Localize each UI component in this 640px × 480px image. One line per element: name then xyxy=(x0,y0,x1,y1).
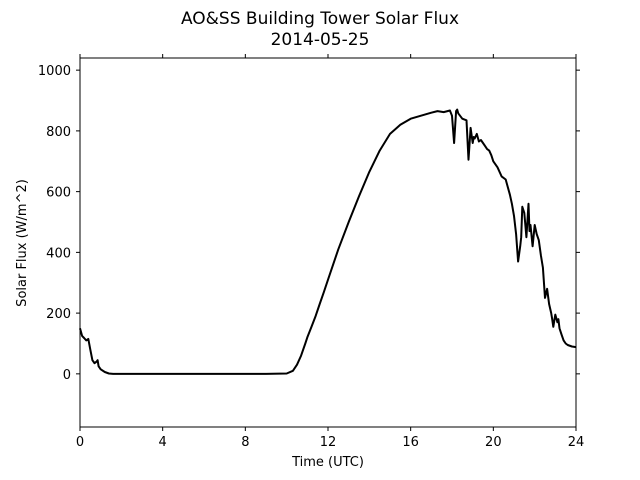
x-tick-label: 12 xyxy=(320,435,337,450)
y-tick-label: 400 xyxy=(46,246,71,261)
plot-area xyxy=(79,57,577,428)
x-tick-label: 8 xyxy=(241,435,249,450)
y-tick-label: 800 xyxy=(46,125,71,140)
chart-subtitle: 2014-05-25 xyxy=(271,30,370,50)
axis-ticks: 0 4 8 12 16 20 24 0 200 400 600 800 1000 xyxy=(38,54,584,450)
chart-title: AO&SS Building Tower Solar Flux xyxy=(181,9,459,29)
x-tick-label: 24 xyxy=(568,435,585,450)
y-tick-label: 600 xyxy=(46,186,71,201)
x-tick-label: 0 xyxy=(76,435,84,450)
y-tick-label: 1000 xyxy=(38,64,71,79)
x-tick-label: 20 xyxy=(485,435,502,450)
y-tick-label: 200 xyxy=(46,307,71,322)
y-axis-label: Solar Flux (W/m^2) xyxy=(15,179,30,307)
x-tick-label: 4 xyxy=(159,435,167,450)
x-axis-label: Time (UTC) xyxy=(291,455,364,470)
y-tick-label: 0 xyxy=(63,368,71,383)
series-line xyxy=(79,108,577,375)
x-tick-label: 16 xyxy=(402,435,419,450)
